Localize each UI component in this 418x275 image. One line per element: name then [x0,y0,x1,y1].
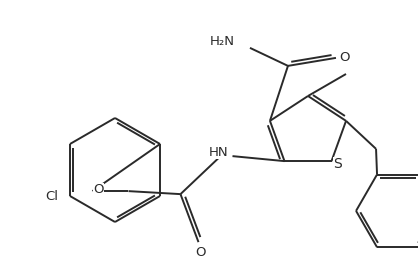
Text: O: O [195,246,206,258]
Text: H₂N: H₂N [210,35,235,48]
Text: S: S [333,157,342,171]
Text: Cl: Cl [45,189,58,202]
Text: O: O [93,183,104,196]
Text: HN: HN [209,146,229,159]
Text: O: O [340,51,350,64]
